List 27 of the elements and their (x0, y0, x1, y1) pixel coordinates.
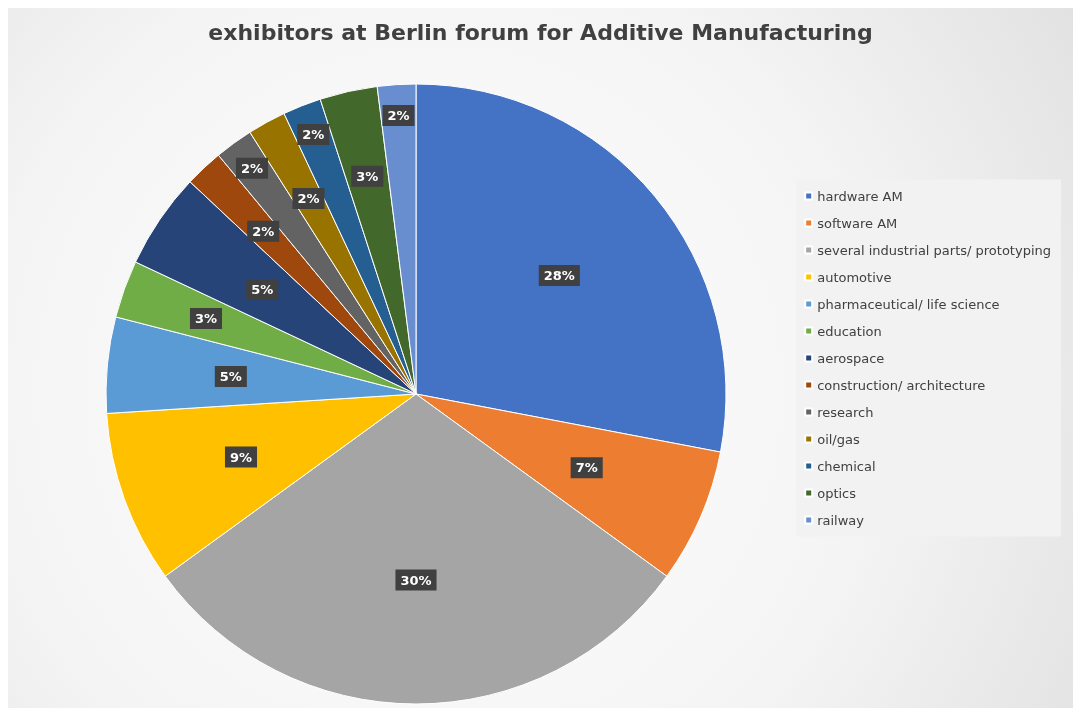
data-label: 2% (387, 108, 410, 124)
legend-label: education (817, 323, 882, 339)
legend-label: construction/ architecture (817, 377, 986, 393)
data-label: 2% (240, 160, 264, 176)
legend-label: oil/gas (817, 431, 860, 447)
data-label: 9% (229, 449, 253, 465)
legend-label: railway (817, 512, 865, 528)
legend-label: hardware AM (817, 188, 903, 204)
legend-label: aerospace (817, 350, 885, 366)
data-label: 28% (543, 267, 575, 283)
data-label: 5% (251, 281, 274, 297)
data-label: 3% (194, 310, 218, 326)
legend-label: several industrial parts/ prototyping (817, 242, 1052, 258)
data-label: 2% (302, 127, 325, 143)
data-label: 3% (356, 168, 379, 184)
data-label: 2% (252, 223, 275, 239)
legend-label: automotive (817, 269, 892, 285)
data-label: 5% (219, 369, 242, 384)
legend-label: chemical (817, 458, 876, 474)
legend-label: research (817, 404, 874, 420)
data-label: 30% (400, 572, 432, 588)
data-label: 7% (575, 460, 598, 476)
data-label: 2% (297, 190, 320, 206)
legend-label: software AM (817, 215, 898, 231)
legend-label: optics (817, 485, 857, 501)
chart-title: exhibitors at Berlin forum for Additive Manufacturing (208, 19, 873, 45)
legend-label: pharmaceutical/ life science (817, 296, 1000, 312)
